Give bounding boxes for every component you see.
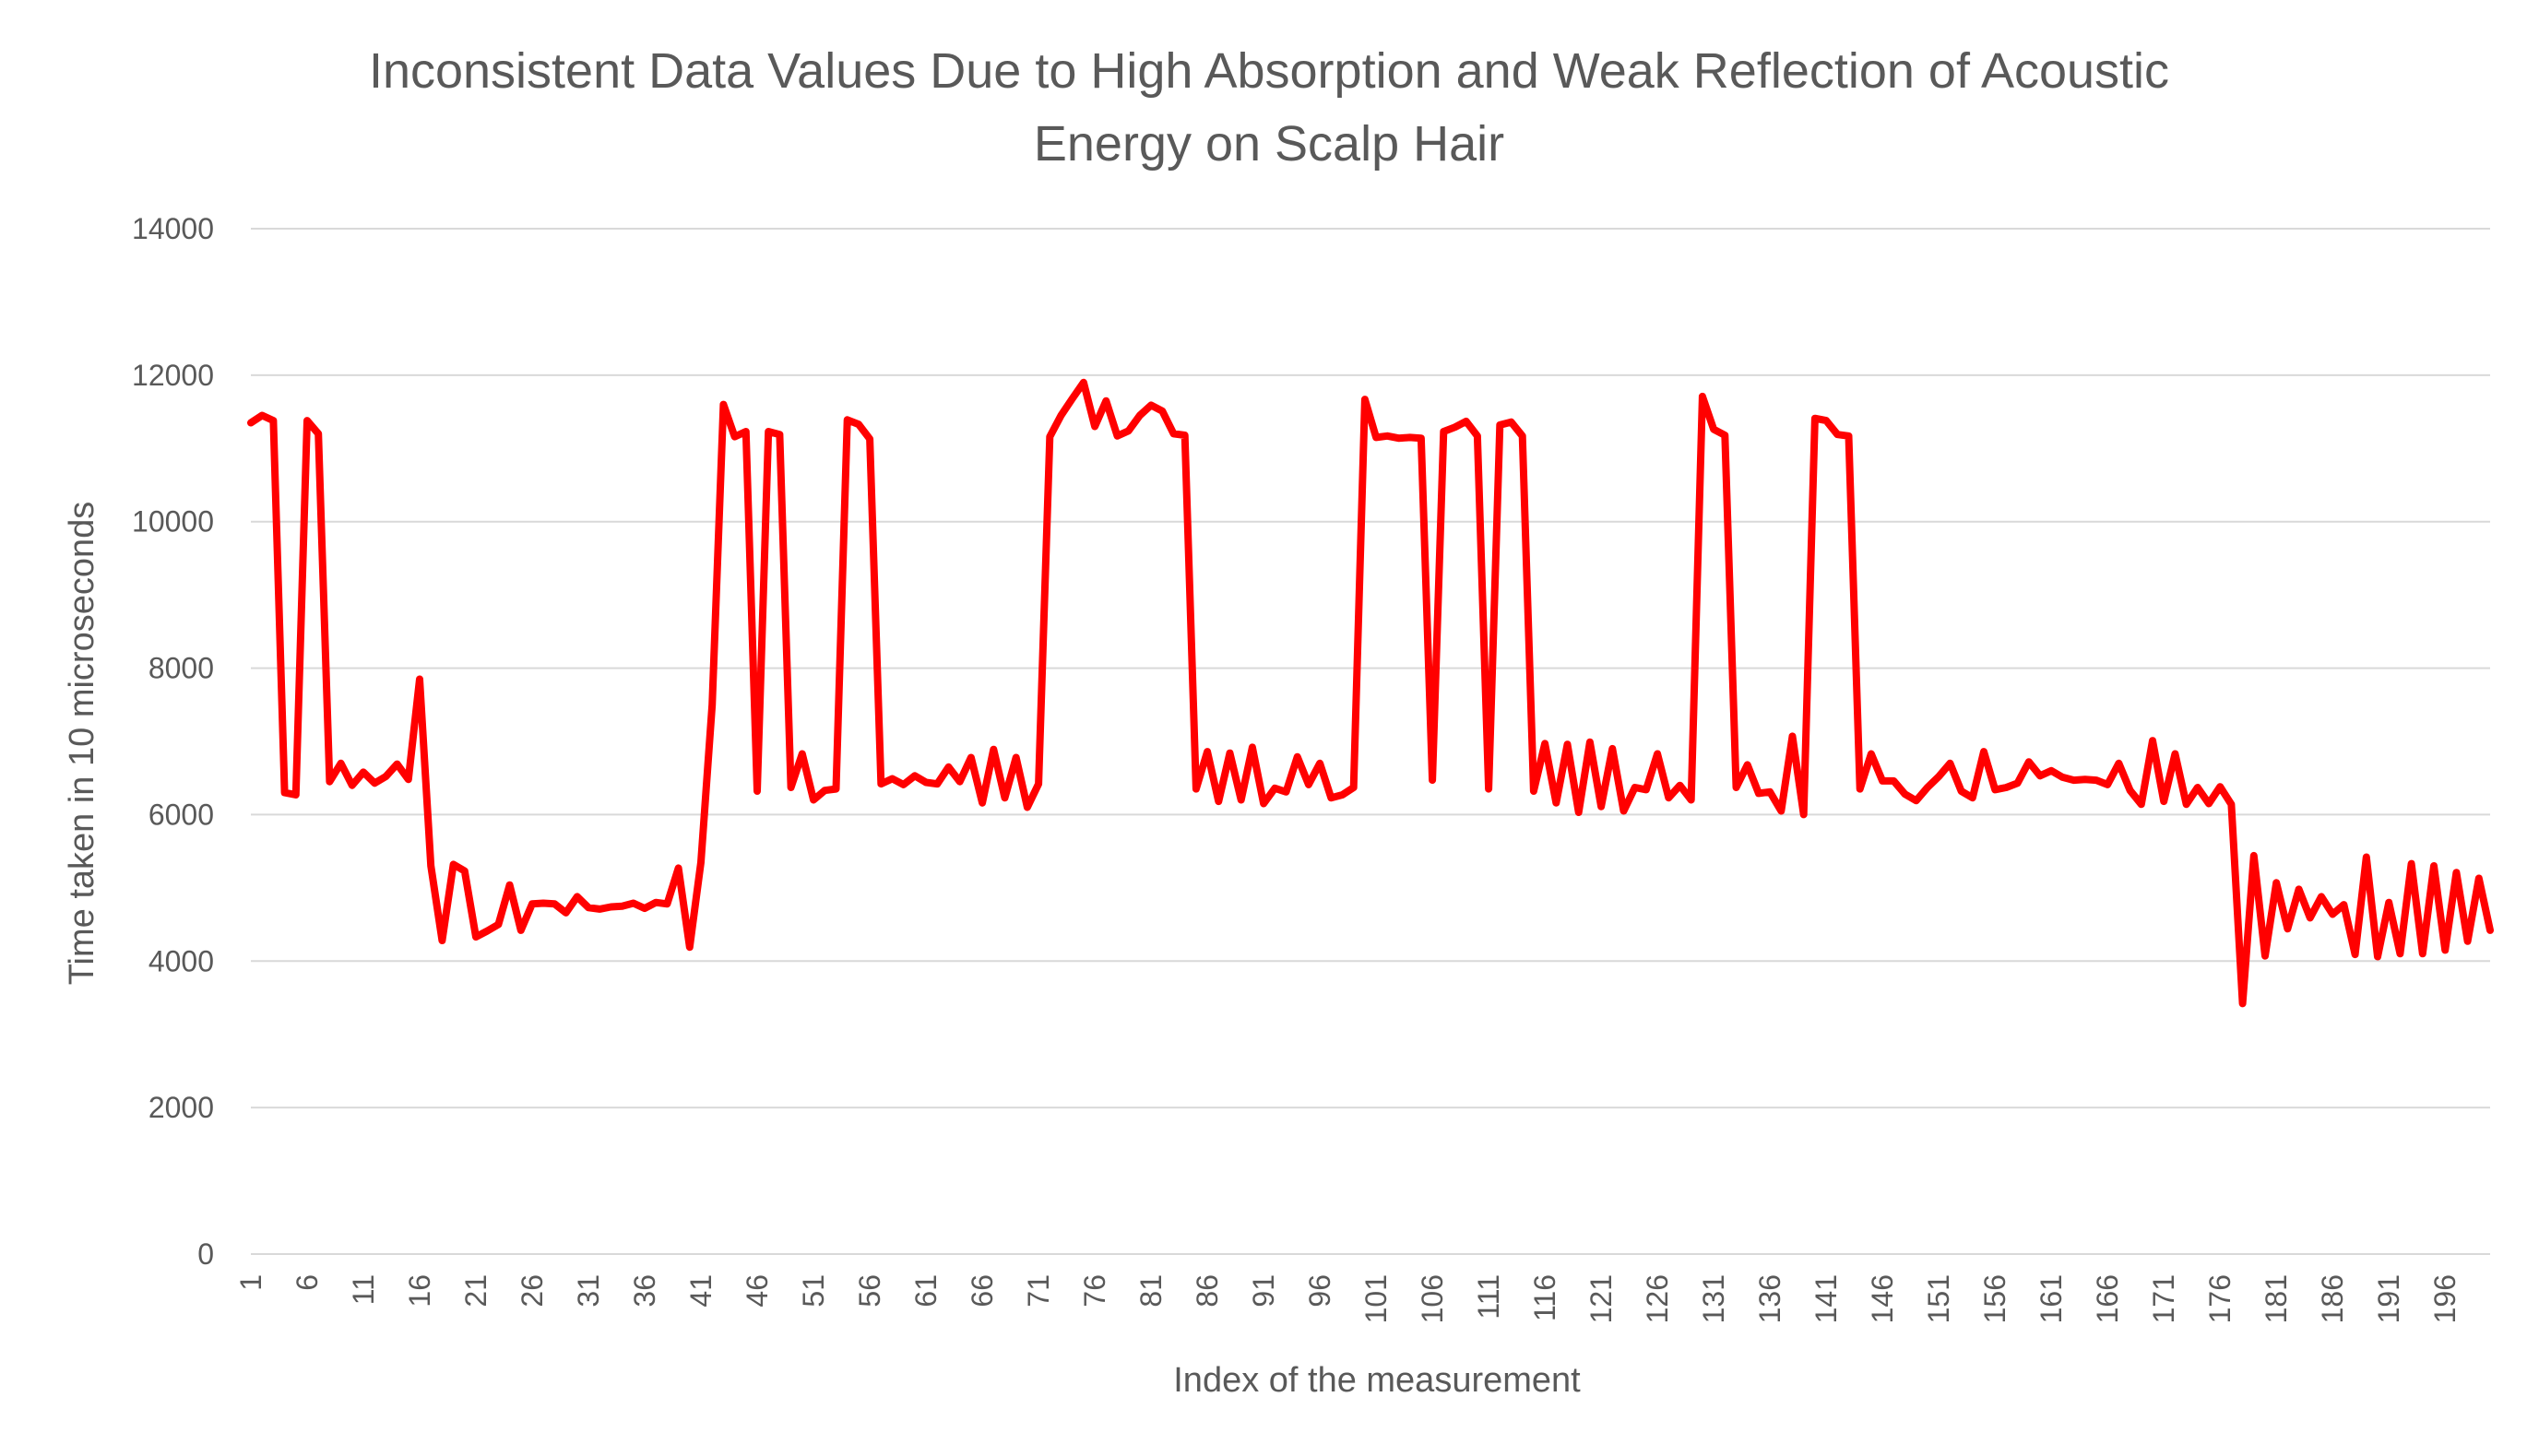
y-axis-ticks: 0 2000 4000 6000 8000 10000 12000 14000 [132,212,214,1271]
x-tick-label: 81 [1134,1274,1168,1308]
x-tick-label: 61 [909,1274,943,1308]
x-tick-label: 86 [1191,1274,1224,1308]
chart-title: Inconsistent Data Values Due to High Abs… [369,43,2169,172]
x-tick-label: 106 [1416,1274,1449,1323]
x-tick-label: 101 [1359,1274,1393,1323]
x-tick-label: 176 [2203,1274,2236,1323]
x-tick-label: 186 [2316,1274,2349,1323]
x-tick-label: 21 [459,1274,492,1308]
x-tick-label: 66 [966,1274,999,1308]
x-tick-label: 46 [741,1274,774,1308]
x-tick-label: 96 [1303,1274,1336,1308]
x-tick-label: 121 [1584,1274,1618,1323]
y-tick-label: 14000 [132,212,214,245]
chart-title-line: Inconsistent Data Values Due to High Abs… [369,43,2169,99]
y-tick-label: 10000 [132,505,214,539]
x-tick-label: 76 [1078,1274,1111,1308]
x-axis-ticks: 1 6 11 16 21 26 31 36 41 46 51 56 61 66 71 76 81 86 91 96 10… [234,1274,2462,1323]
x-tick-label: 26 [516,1274,549,1308]
x-tick-label: 31 [572,1274,605,1308]
x-tick-label: 136 [1753,1274,1786,1323]
x-tick-label: 111 [1472,1274,1505,1320]
y-axis-title: Time taken in 10 microseconds [63,502,101,986]
x-tick-label: 11 [347,1274,380,1305]
x-tick-label: 141 [1809,1274,1843,1323]
chart-title-line: Energy on Scalp Hair [1034,116,1504,172]
y-tick-label: 4000 [148,944,214,977]
x-tick-label: 41 [684,1274,718,1308]
x-tick-label: 196 [2428,1274,2462,1323]
x-tick-label: 71 [1022,1274,1055,1308]
x-axis-title: Index of the measurement [1173,1361,1581,1400]
gridlines [251,228,2490,1255]
x-tick-label: 116 [1528,1274,1561,1321]
y-tick-label: 8000 [148,652,214,685]
x-tick-label: 156 [1978,1274,2011,1323]
x-tick-label: 56 [853,1274,886,1308]
x-tick-label: 181 [2260,1274,2293,1323]
x-tick-label: 36 [628,1274,661,1308]
y-tick-label: 2000 [148,1091,214,1124]
y-tick-label: 12000 [132,359,214,392]
x-tick-label: 191 [2372,1274,2405,1323]
x-tick-label: 161 [2035,1274,2068,1323]
x-tick-label: 171 [2147,1274,2180,1323]
x-tick-label: 91 [1247,1274,1280,1308]
series-line [247,378,2494,1008]
x-tick-label: 151 [1922,1274,1955,1323]
x-tick-label: 16 [403,1274,436,1308]
x-tick-label: 6 [291,1274,324,1291]
x-tick-label: 146 [1866,1274,1899,1323]
y-tick-label: 6000 [148,798,214,831]
x-tick-label: 126 [1641,1274,1674,1323]
x-tick-label: 166 [2091,1274,2124,1323]
x-tick-label: 1 [234,1274,267,1291]
x-tick-label: 51 [797,1274,830,1308]
y-tick-label: 0 [197,1237,214,1271]
series-group [247,378,2494,1008]
x-tick-label: 131 [1697,1274,1730,1323]
